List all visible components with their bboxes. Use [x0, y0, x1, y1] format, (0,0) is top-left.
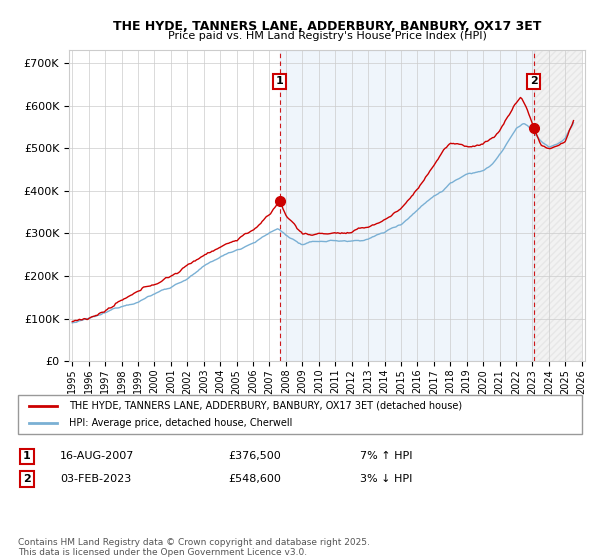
Bar [280, 50, 534, 361]
Text: 1: 1 [276, 77, 284, 86]
Text: 3% ↓ HPI: 3% ↓ HPI [360, 474, 412, 484]
Text: Price paid vs. HM Land Registry's House Price Index (HPI): Price paid vs. HM Land Registry's House … [167, 31, 487, 41]
Text: 1: 1 [23, 451, 31, 461]
Text: HPI: Average price, detached house, Cherwell: HPI: Average price, detached house, Cher… [69, 418, 292, 428]
Text: Contains HM Land Registry data © Crown copyright and database right 2025.
This d: Contains HM Land Registry data © Crown c… [18, 538, 370, 557]
Text: THE HYDE, TANNERS LANE, ADDERBURY, BANBURY, OX17 3ET (detached house): THE HYDE, TANNERS LANE, ADDERBURY, BANBU… [69, 401, 462, 411]
Text: 2: 2 [530, 77, 538, 86]
Bar [534, 50, 582, 361]
Text: 2: 2 [23, 474, 31, 484]
FancyBboxPatch shape [18, 395, 582, 434]
Text: THE HYDE, TANNERS LANE, ADDERBURY, BANBURY, OX17 3ET: THE HYDE, TANNERS LANE, ADDERBURY, BANBU… [113, 20, 541, 32]
Text: 7% ↑ HPI: 7% ↑ HPI [360, 451, 413, 461]
Text: £548,600: £548,600 [228, 474, 281, 484]
Text: £376,500: £376,500 [228, 451, 281, 461]
Text: 16-AUG-2007: 16-AUG-2007 [60, 451, 134, 461]
Text: 03-FEB-2023: 03-FEB-2023 [60, 474, 131, 484]
